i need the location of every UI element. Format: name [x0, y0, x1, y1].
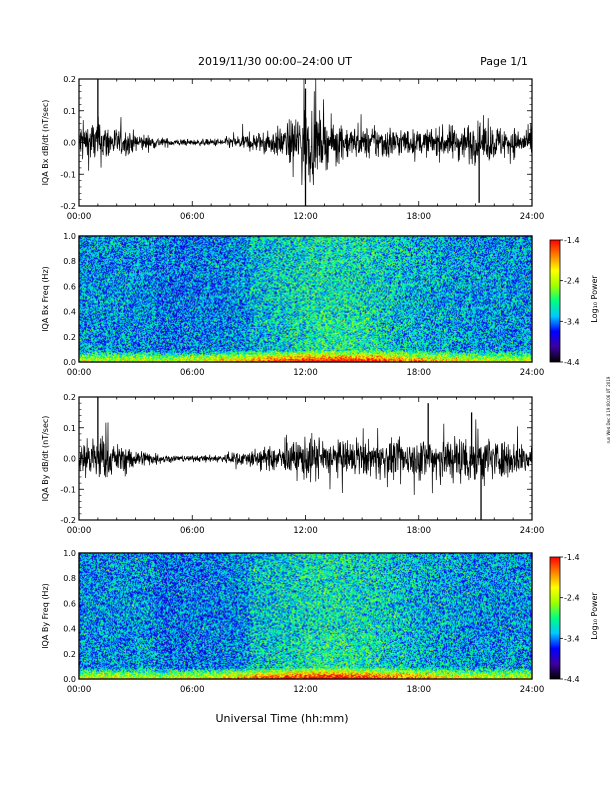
y-axis-label: IQA By Freq (Hz) — [41, 583, 50, 649]
page-number: Page 1/1 — [480, 55, 528, 68]
y-axis-label: IQA Bx Freq (Hz) — [41, 266, 50, 332]
y-tick-label: 0.0 — [63, 675, 76, 684]
colorbar-tick-label: -4.4 — [564, 675, 580, 684]
x-tick-label: 06:00 — [180, 685, 205, 695]
x-tick-label: 24:00 — [520, 368, 545, 378]
y-tick-label: 0.8 — [63, 257, 76, 266]
colorbar-tick-label: -3.4 — [564, 317, 580, 326]
colorbar-tick-label: -1.4 — [564, 553, 580, 562]
y-tick-label: 0.1 — [63, 107, 76, 116]
y-tick-label: 0.4 — [63, 625, 76, 634]
x-axis-label: Universal Time (hh:mm) — [216, 712, 349, 725]
colorbar-tick-label: -1.4 — [564, 236, 580, 245]
x-tick-label: 18:00 — [407, 212, 432, 222]
y-tick-label: 0.6 — [63, 599, 76, 608]
signal-trace — [79, 419, 532, 495]
trace-group — [79, 397, 532, 520]
y-tick-label: 0.4 — [63, 308, 76, 317]
y-axis-label: IQA By dB/dt (nT/sec) — [41, 416, 50, 502]
x-tick-label: 06:00 — [180, 212, 205, 222]
colorbar-tick-label: -4.4 — [564, 358, 580, 367]
y-tick-label: 0.2 — [63, 650, 76, 659]
y-tick-label: -0.2 — [60, 202, 76, 211]
y-tick-label: 1.0 — [63, 549, 76, 558]
colorbar — [549, 556, 561, 680]
x-tick-label: 00:00 — [67, 685, 92, 695]
colorbar-tick-label: -2.4 — [564, 277, 580, 286]
y-tick-label: 0.8 — [63, 574, 76, 583]
y-tick-label: 0.2 — [63, 393, 76, 402]
x-tick-label: 00:00 — [67, 368, 92, 378]
colorbar — [549, 239, 561, 363]
by-spectrogram-panel: 00:00 06:00 12:00 18:00 24:00 0.0 0.2 0.4 0.6 0.8… — [41, 549, 599, 695]
y-tick-label: -0.1 — [60, 170, 76, 179]
y-tick-label: 0.2 — [63, 333, 76, 342]
x-tick-label: 18:00 — [407, 685, 432, 695]
x-tick-label: 12:00 — [293, 526, 318, 536]
run-timestamp: run Wed Dec 4 19:00:06 UT 2019 — [606, 376, 611, 443]
x-tick-label: 18:00 — [407, 368, 432, 378]
y-tick-label: 0.1 — [63, 424, 76, 433]
spectrogram-image — [79, 236, 532, 362]
plot-frame — [78, 235, 533, 363]
bx-spectrogram-panel: 00:00 06:00 12:00 18:00 24:00 0.0 0.2 0.4 0.6 0.8… — [41, 232, 599, 378]
x-tick-label: 06:00 — [180, 368, 205, 378]
y-tick-label: 0.2 — [63, 75, 76, 84]
plot-frame — [78, 552, 533, 680]
x-tick-label: 24:00 — [520, 685, 545, 695]
spectrogram-image — [79, 553, 532, 679]
colorbar-label: Log₁₀ Power — [590, 275, 599, 323]
y-axis-label: IQA Bx dB/dt (nT/sec) — [41, 100, 50, 186]
x-tick-label: 06:00 — [180, 526, 205, 536]
x-tick-label: 12:00 — [293, 212, 318, 222]
x-tick-label: 00:00 — [67, 526, 92, 536]
x-tick-label: 24:00 — [520, 212, 545, 222]
colorbar-tick-label: -2.4 — [564, 594, 580, 603]
bx-timeseries-panel: 00:00 06:00 12:00 18:00 24:00 -0.2 -0.1 0.0 0.1 0… — [41, 75, 544, 222]
y-tick-label: 0.0 — [63, 358, 76, 367]
trace-group — [79, 79, 532, 206]
y-tick-label: -0.1 — [60, 485, 76, 494]
x-tick-label: 12:00 — [293, 368, 318, 378]
x-tick-label: 18:00 — [407, 526, 432, 536]
by-timeseries-panel: 00:00 06:00 12:00 18:00 24:00 -0.2 -0.1 0.0 0.1 0… — [41, 393, 544, 536]
y-tick-label: 0.0 — [63, 455, 76, 464]
page-title: 2019/11/30 00:00–24:00 UT — [198, 55, 352, 68]
x-tick-label: 24:00 — [520, 526, 545, 536]
y-tick-label: 1.0 — [63, 232, 76, 241]
y-tick-label: 0.0 — [63, 139, 76, 148]
x-tick-label: 00:00 — [67, 212, 92, 222]
colorbar-tick-label: -3.4 — [564, 634, 580, 643]
y-tick-label: -0.2 — [60, 516, 76, 525]
x-tick-label: 12:00 — [293, 685, 318, 695]
y-tick-label: 0.6 — [63, 282, 76, 291]
colorbar-label: Log₁₀ Power — [590, 592, 599, 640]
